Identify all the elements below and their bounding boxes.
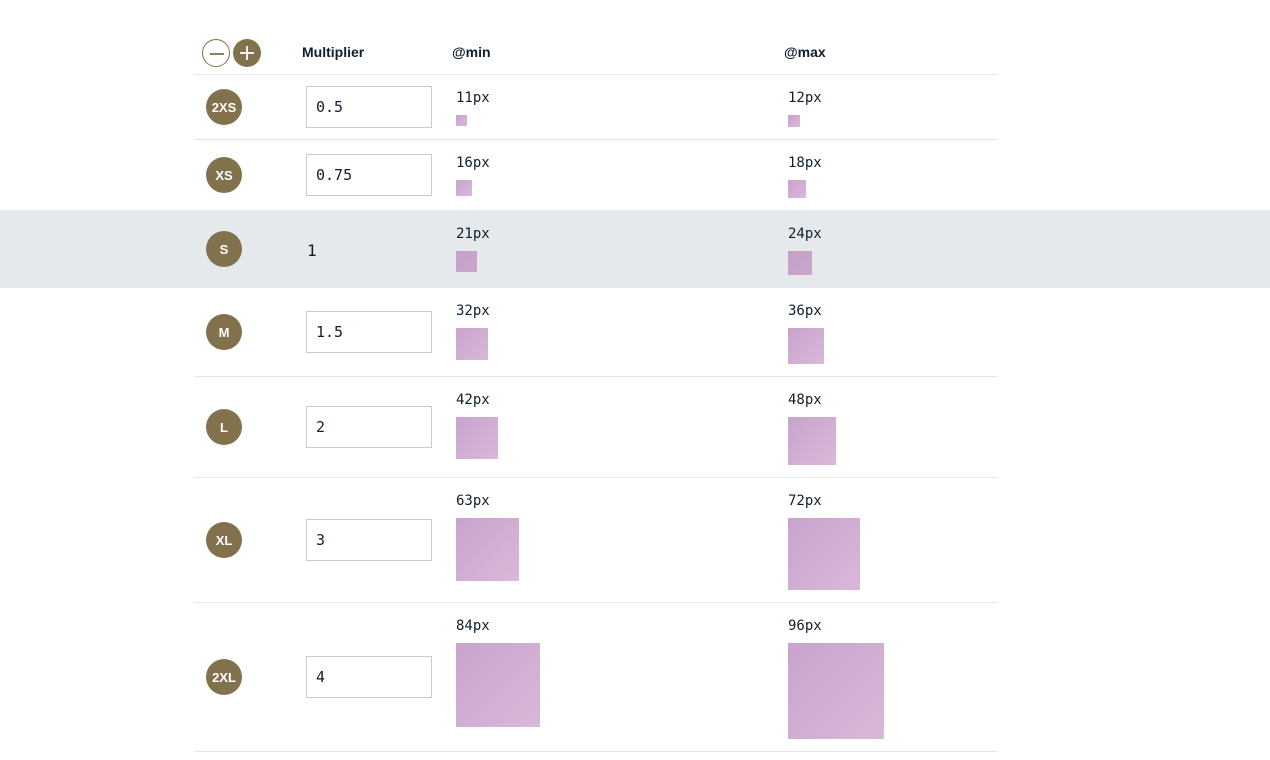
multiplier-input[interactable] — [306, 154, 432, 196]
max-size-swatch — [788, 643, 884, 739]
add-step-button[interactable] — [233, 39, 261, 67]
remove-step-button[interactable] — [202, 39, 230, 67]
min-size-swatch — [456, 180, 472, 196]
max-size-swatch — [788, 518, 860, 590]
table-row: M 32px 36px — [194, 288, 997, 377]
min-size-label: 32px — [456, 303, 490, 319]
minus-icon — [210, 53, 224, 55]
step-badge: XS — [206, 157, 242, 193]
step-badge: L — [206, 409, 242, 445]
max-size-label: 96px — [788, 618, 822, 634]
plus-icon — [240, 46, 254, 60]
multiplier-input[interactable] — [306, 519, 432, 561]
min-size-swatch — [456, 115, 467, 126]
min-size-swatch — [456, 643, 540, 727]
multiplier-column-header: Multiplier — [302, 44, 365, 60]
max-size-swatch — [788, 417, 836, 465]
min-size-swatch — [456, 518, 519, 581]
max-size-label: 48px — [788, 392, 822, 408]
table-row: XL 63px 72px — [194, 478, 997, 603]
step-badge: XL — [206, 522, 242, 558]
multiplier-input[interactable] — [306, 656, 432, 698]
multiplier-input[interactable] — [306, 406, 432, 448]
min-size-swatch — [456, 251, 477, 272]
multiplier-value: 1 — [307, 241, 317, 260]
min-column-header: @min — [452, 44, 491, 60]
min-size-label: 84px — [456, 618, 490, 634]
max-size-swatch — [788, 180, 806, 198]
min-size-label: 11px — [456, 90, 490, 106]
table-row: 2XL 84px 96px — [194, 603, 997, 752]
table-row: XS 16px 18px — [194, 140, 997, 211]
step-badge: 2XS — [206, 89, 242, 125]
step-badge: 2XL — [206, 659, 242, 695]
table-row-base: S 1 21px 24px — [0, 210, 1270, 288]
multiplier-input[interactable] — [306, 86, 432, 128]
max-size-swatch — [788, 115, 800, 127]
table-row: 2XS 11px 12px — [194, 75, 997, 140]
min-size-swatch — [456, 328, 488, 360]
max-size-label: 24px — [788, 226, 822, 242]
table-row: L 42px 48px — [194, 377, 997, 478]
step-badge: M — [206, 314, 242, 350]
max-size-label: 12px — [788, 90, 822, 106]
max-size-label: 72px — [788, 493, 822, 509]
max-size-swatch — [788, 251, 812, 275]
min-size-label: 63px — [456, 493, 490, 509]
min-size-label: 16px — [456, 155, 490, 171]
max-size-swatch — [788, 328, 824, 364]
step-badge: S — [206, 231, 242, 267]
table-header: Multiplier @min @max — [194, 38, 997, 75]
max-size-label: 18px — [788, 155, 822, 171]
min-size-swatch — [456, 417, 498, 459]
min-size-label: 21px — [456, 226, 490, 242]
multiplier-input[interactable] — [306, 311, 432, 353]
min-size-label: 42px — [456, 392, 490, 408]
max-size-label: 36px — [788, 303, 822, 319]
max-column-header: @max — [784, 44, 826, 60]
